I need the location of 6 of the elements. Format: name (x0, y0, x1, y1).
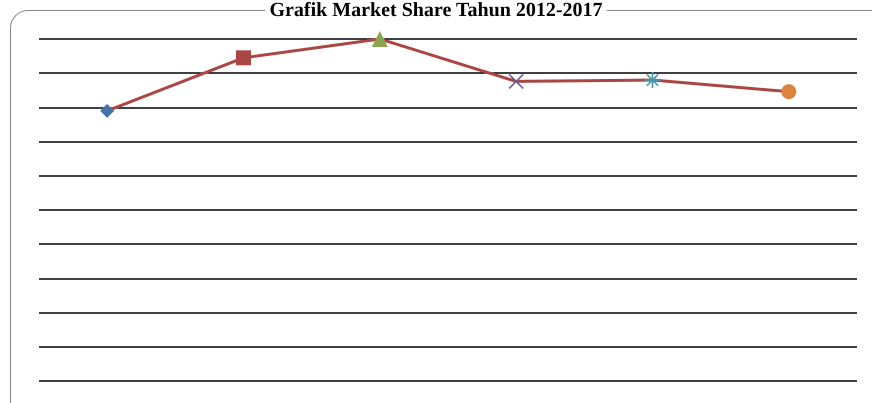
point (236, 50, 251, 66)
point (781, 84, 796, 100)
point (508, 74, 524, 90)
point (372, 31, 388, 47)
point (100, 104, 114, 118)
chart-title: Grafik Market Share Tahun 2012-2017 (270, 0, 602, 21)
